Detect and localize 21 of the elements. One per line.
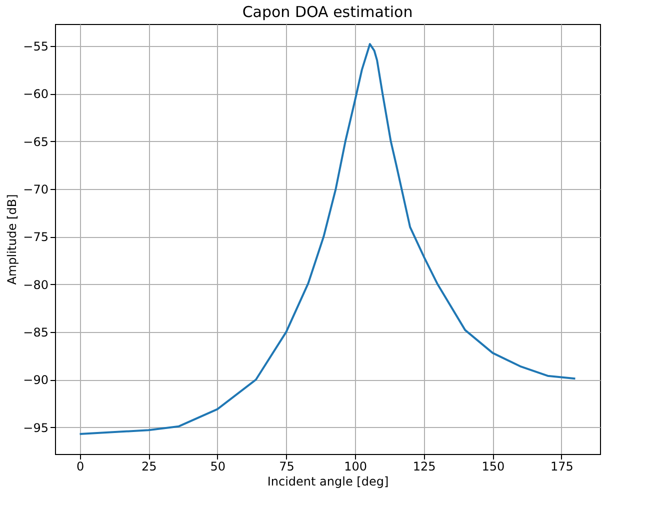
x-tick-label: 175	[550, 460, 574, 474]
line-series	[78, 43, 576, 435]
y-tick-label: −75	[23, 230, 48, 244]
y-tick-label: −90	[23, 373, 48, 388]
y-tick-label: −80	[23, 278, 48, 292]
x-tick-label: 0	[76, 460, 84, 474]
y-axis-title: Amplitude [dB]	[5, 194, 20, 285]
y-tick-label: −95	[23, 420, 48, 435]
x-tick-label: 100	[344, 460, 367, 474]
x-tick-label: 150	[482, 460, 505, 474]
x-axis-title: Incident angle [deg]	[267, 474, 389, 488]
y-tick-label: −70	[23, 182, 48, 196]
x-tick-label: 25	[141, 460, 157, 474]
y-tick-label: −85	[23, 325, 48, 340]
y-tick-label: −60	[23, 87, 48, 102]
x-tick-label: 125	[412, 460, 436, 474]
x-tick-label: 50	[210, 460, 226, 474]
y-tick-label: −55	[23, 39, 48, 54]
y-tick-label: −65	[23, 134, 48, 149]
chart-title: Capon DOA estimation	[242, 3, 413, 21]
x-tick-label: 75	[279, 460, 294, 474]
